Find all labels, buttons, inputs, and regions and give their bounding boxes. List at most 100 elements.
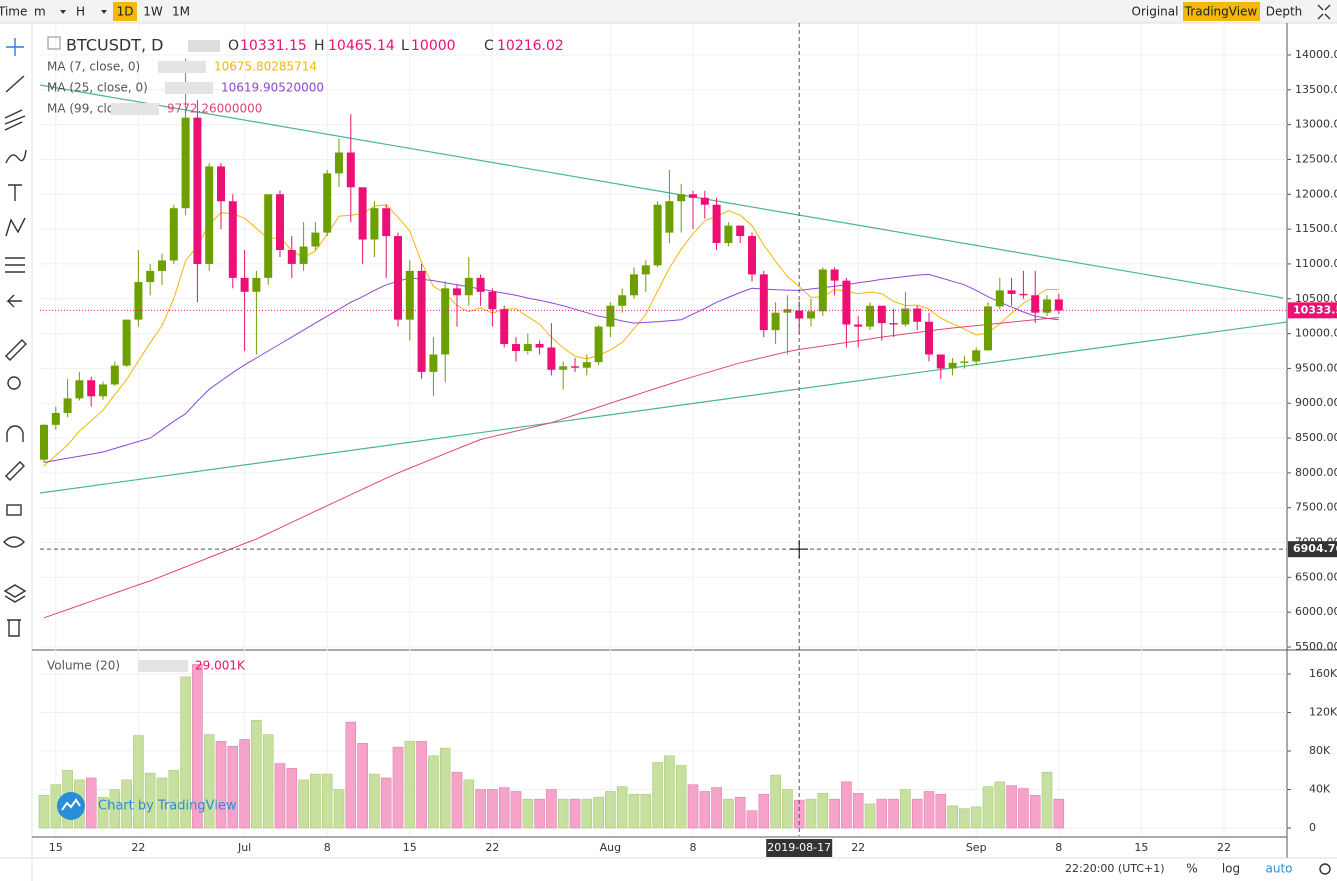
volume-bar <box>522 798 534 829</box>
candle-body <box>783 309 792 313</box>
price-marker-label: 10333.50 <box>1293 303 1337 316</box>
candle-body <box>264 194 273 278</box>
volume-bar <box>923 791 935 829</box>
view-button[interactable]: Original <box>1132 5 1179 19</box>
volume-bar <box>451 771 463 829</box>
pattern-tool[interactable] <box>5 217 26 237</box>
candle-body <box>995 290 1004 307</box>
volume-bar <box>333 789 345 829</box>
interval-button[interactable]: Time <box>0 5 27 19</box>
measure-tool[interactable] <box>5 339 27 361</box>
back-tool[interactable] <box>6 294 22 308</box>
trendline-tool[interactable] <box>5 75 25 93</box>
volume-bar <box>251 719 262 829</box>
hide-tool[interactable] <box>3 536 25 548</box>
x-tick-label: 15 <box>1134 841 1148 854</box>
candle-body <box>842 280 851 325</box>
candle-body <box>571 366 579 368</box>
layers-tool[interactable] <box>3 584 27 603</box>
y-tick-label: 13000.00 <box>1295 118 1337 131</box>
auto-toggle[interactable]: auto <box>1265 862 1292 876</box>
clock: 22:20:00 (UTC+1) <box>1065 862 1165 875</box>
dropdown-arrow[interactable] <box>101 10 107 14</box>
active-interval <box>113 2 137 21</box>
ohlc-name: C <box>484 38 494 54</box>
x-tick-label: Sep <box>966 841 987 854</box>
settings-icon[interactable] <box>1319 863 1331 875</box>
volume-bar <box>1053 798 1065 829</box>
indicator-value: 10675.80285714 <box>214 60 317 74</box>
interval-button[interactable]: H <box>76 5 85 19</box>
trendline[interactable] <box>39 321 1288 494</box>
view-button[interactable]: TradingView <box>1184 5 1258 19</box>
volume-bar <box>416 741 427 829</box>
candle-body <box>110 365 119 385</box>
candle-body <box>51 412 60 425</box>
fib-tool[interactable] <box>4 109 26 131</box>
watermark[interactable]: Chart by TradingView <box>98 799 237 814</box>
volume-bar <box>286 768 298 829</box>
crosshair-tool[interactable] <box>6 38 24 56</box>
volume-bar <box>310 773 321 829</box>
volume-bar <box>38 794 50 829</box>
y-tick-label: 13500.00 <box>1295 83 1337 96</box>
interval-button[interactable]: m <box>34 5 46 19</box>
volume-bar <box>380 777 392 829</box>
x-tick-label: Aug <box>600 841 621 854</box>
volume-bar <box>734 796 746 829</box>
volume-icons <box>138 660 188 672</box>
y-tick-label: 10500.00 <box>1295 292 1337 305</box>
stay-drawing-tool[interactable] <box>5 461 25 481</box>
volume-bar <box>1018 788 1029 829</box>
volume-bar <box>1041 771 1053 829</box>
volume-bar <box>935 794 947 829</box>
candle-body <box>1031 295 1040 313</box>
volume-bar <box>900 789 911 829</box>
candle-body <box>169 208 178 261</box>
volume-bar <box>357 743 368 829</box>
active-view <box>1183 2 1260 21</box>
y-tick-label: 8000.00 <box>1295 466 1337 479</box>
delete-tool[interactable] <box>7 619 21 637</box>
volume-bar <box>664 755 675 829</box>
volume-bar <box>569 798 581 829</box>
trendline[interactable] <box>39 84 1284 299</box>
prediction-tool[interactable] <box>5 257 25 273</box>
brush-tool[interactable] <box>5 149 27 164</box>
candle-body <box>889 323 898 325</box>
candle-body <box>866 305 874 327</box>
magnet-tool[interactable] <box>6 425 24 442</box>
volume-bar <box>487 789 498 829</box>
volume-bar <box>746 810 758 829</box>
candle-body <box>665 201 674 233</box>
fullscreen-icon[interactable] <box>1317 4 1331 20</box>
candle-body <box>217 166 225 202</box>
left-toolbar <box>3 38 27 637</box>
volume-bar <box>723 798 734 829</box>
zoom-tool[interactable] <box>7 376 21 390</box>
candle-body <box>736 225 745 237</box>
volume-bar <box>144 772 156 829</box>
candle-body <box>936 354 945 369</box>
interval-button[interactable]: 1M <box>172 5 190 19</box>
text-tool[interactable] <box>8 184 22 201</box>
dropdown-arrow[interactable] <box>60 10 66 14</box>
candle-body <box>394 236 402 320</box>
volume-bar <box>475 789 486 829</box>
volume-bar <box>262 734 274 829</box>
candle-body <box>877 305 886 324</box>
volume-bar <box>817 793 829 829</box>
indicator-value: 10619.90520000 <box>221 81 324 95</box>
candle-body <box>960 361 969 363</box>
ohlc-name: O <box>228 38 239 54</box>
log-toggle[interactable]: log <box>1222 862 1240 876</box>
view-button[interactable]: Depth <box>1266 5 1303 19</box>
lock-tool[interactable] <box>6 504 22 516</box>
volume-bar <box>463 779 475 829</box>
indicator-icons <box>111 103 159 115</box>
volume-bar <box>392 746 404 829</box>
percent-toggle[interactable]: % <box>1186 862 1197 876</box>
interval-button[interactable]: 1W <box>143 5 163 19</box>
interval-button[interactable]: 1D <box>117 5 134 19</box>
